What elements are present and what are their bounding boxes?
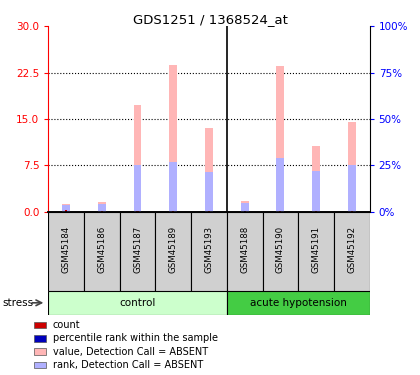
Text: stress: stress	[2, 298, 33, 308]
Text: GSM45188: GSM45188	[240, 226, 249, 273]
Bar	[65, 210, 67, 212]
Bar	[315, 211, 317, 212]
Bar	[276, 66, 284, 212]
Bar	[312, 146, 320, 212]
Text: count: count	[53, 320, 81, 330]
Bar	[348, 122, 356, 212]
Text: percentile rank within the sample: percentile rank within the sample	[53, 333, 218, 344]
Bar	[101, 211, 103, 212]
Bar	[279, 211, 281, 212]
Bar	[48, 212, 84, 291]
Text: GSM45187: GSM45187	[133, 226, 142, 273]
Bar	[34, 322, 46, 328]
Text: rank, Detection Call = ABSENT: rank, Detection Call = ABSENT	[53, 360, 203, 370]
Bar	[208, 211, 210, 212]
Text: GSM45190: GSM45190	[276, 226, 285, 273]
Bar	[84, 212, 120, 291]
Bar	[241, 201, 249, 212]
Bar	[298, 212, 334, 291]
Text: value, Detection Call = ABSENT: value, Detection Call = ABSENT	[53, 346, 208, 357]
Bar	[62, 205, 70, 212]
Bar	[169, 65, 177, 212]
Text: control: control	[119, 298, 156, 308]
Text: GSM45184: GSM45184	[62, 226, 71, 273]
Bar	[169, 162, 177, 212]
Bar	[172, 211, 174, 212]
Bar	[244, 211, 245, 212]
Bar	[191, 212, 227, 291]
Bar	[276, 158, 284, 212]
Bar	[62, 204, 70, 212]
Bar	[98, 202, 106, 212]
Bar	[120, 212, 155, 291]
Bar	[312, 171, 320, 212]
Bar	[136, 211, 139, 212]
Bar	[34, 348, 46, 355]
Bar	[351, 211, 353, 212]
Bar	[244, 210, 246, 212]
Bar	[348, 165, 356, 212]
Bar	[205, 172, 213, 212]
Bar	[134, 165, 142, 212]
Text: GSM45191: GSM45191	[312, 226, 320, 273]
Text: GSM45186: GSM45186	[97, 226, 106, 273]
Bar	[205, 128, 213, 212]
Text: acute hypotension: acute hypotension	[250, 298, 346, 308]
Bar	[155, 212, 191, 291]
Text: GSM45193: GSM45193	[205, 226, 213, 273]
Bar	[34, 335, 46, 342]
Bar	[334, 212, 370, 291]
Bar	[98, 204, 106, 212]
Bar	[134, 105, 142, 212]
Bar	[48, 291, 227, 315]
Bar	[227, 291, 370, 315]
Bar	[241, 203, 249, 212]
Bar	[66, 210, 67, 212]
Bar	[262, 212, 298, 291]
Text: GDS1251 / 1368524_at: GDS1251 / 1368524_at	[133, 13, 287, 26]
Text: GSM45189: GSM45189	[169, 226, 178, 273]
Bar	[34, 362, 46, 368]
Text: GSM45192: GSM45192	[347, 226, 356, 273]
Bar	[227, 212, 262, 291]
